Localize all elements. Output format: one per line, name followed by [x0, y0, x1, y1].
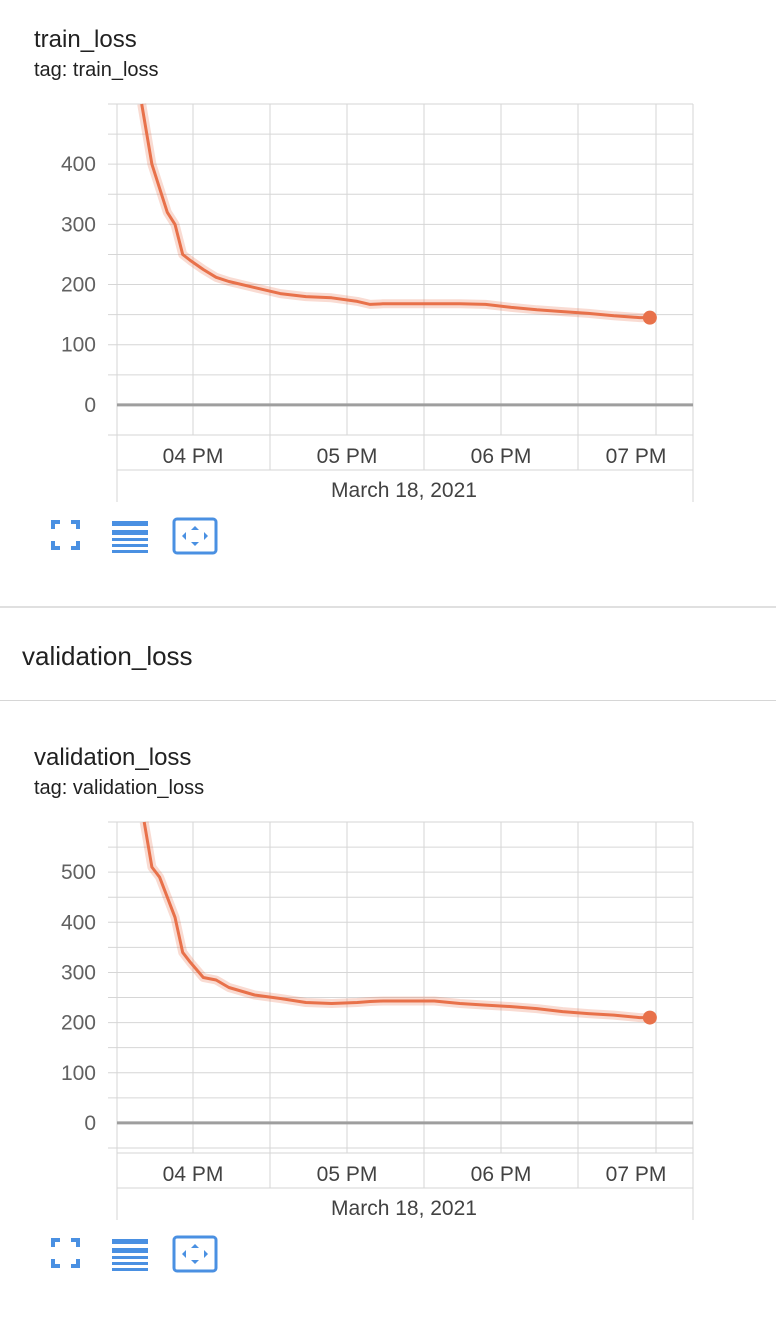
- toggle-log-scale-button[interactable]: [110, 1235, 150, 1275]
- x-tick-label: 06 PM: [471, 1163, 532, 1186]
- y-tick-label: 500: [61, 861, 96, 884]
- chart-tag: tag: validation_loss: [34, 777, 205, 799]
- group-title: validation_loss: [22, 641, 193, 671]
- x-tick-label: 07 PM: [606, 445, 667, 468]
- x-tick-label: 07 PM: [606, 1163, 667, 1186]
- y-tick-label: 100: [61, 1062, 96, 1085]
- chart-title: validation_loss: [34, 744, 192, 771]
- y-tick-label: 0: [84, 1112, 96, 1135]
- series-line: [142, 821, 650, 1020]
- y-tick-label: 100: [61, 334, 96, 357]
- x-tick-label: 05 PM: [317, 445, 378, 468]
- y-tick-label: 400: [61, 911, 96, 934]
- fit-domain-button[interactable]: [172, 1235, 218, 1275]
- fullscreen-button[interactable]: [48, 517, 88, 557]
- fullscreen-icon: [51, 520, 80, 550]
- x-tick-label: 05 PM: [317, 1163, 378, 1186]
- fit-to-data-icon: [172, 517, 218, 555]
- group-divider: [0, 700, 776, 701]
- chart-title: train_loss: [34, 26, 137, 53]
- x-tick-label: 04 PM: [163, 445, 224, 468]
- y-tick-label: 400: [61, 153, 96, 176]
- y-tick-label: 200: [61, 1012, 96, 1035]
- chart-tag: tag: train_loss: [34, 59, 159, 81]
- chart-validation-loss[interactable]: 0 100 200 300 400 500 04 PM 05 PM 06 PM 07 PM…: [0, 818, 776, 1223]
- series-end-point: [642, 310, 657, 325]
- y-tick-label: 300: [61, 213, 96, 236]
- lines-icon: [112, 521, 148, 553]
- y-tick-label: 0: [84, 394, 96, 417]
- x-tick-label: 06 PM: [471, 445, 532, 468]
- toggle-log-scale-button[interactable]: [110, 517, 150, 557]
- y-tick-label: 300: [61, 961, 96, 984]
- series-line: [140, 103, 650, 320]
- fit-domain-button[interactable]: [172, 517, 218, 557]
- fit-to-data-icon: [172, 1235, 218, 1273]
- chart-train-loss[interactable]: 0 100 200 300 400 04 PM 05 PM 06 PM 07 PM Ma…: [0, 100, 776, 505]
- x-axis-date-label: March 18, 2021: [331, 1197, 477, 1220]
- series-raw-band: [137, 103, 650, 323]
- fullscreen-button[interactable]: [48, 1235, 88, 1275]
- section-divider: [0, 606, 776, 608]
- x-axis-date-label: March 18, 2021: [331, 479, 477, 502]
- x-tick-label: 04 PM: [163, 1163, 224, 1186]
- fullscreen-icon: [51, 1238, 80, 1268]
- lines-icon: [112, 1239, 148, 1271]
- y-tick-label: 200: [61, 274, 96, 297]
- series-end-point: [642, 1010, 657, 1025]
- series-raw-band: [139, 821, 650, 1023]
